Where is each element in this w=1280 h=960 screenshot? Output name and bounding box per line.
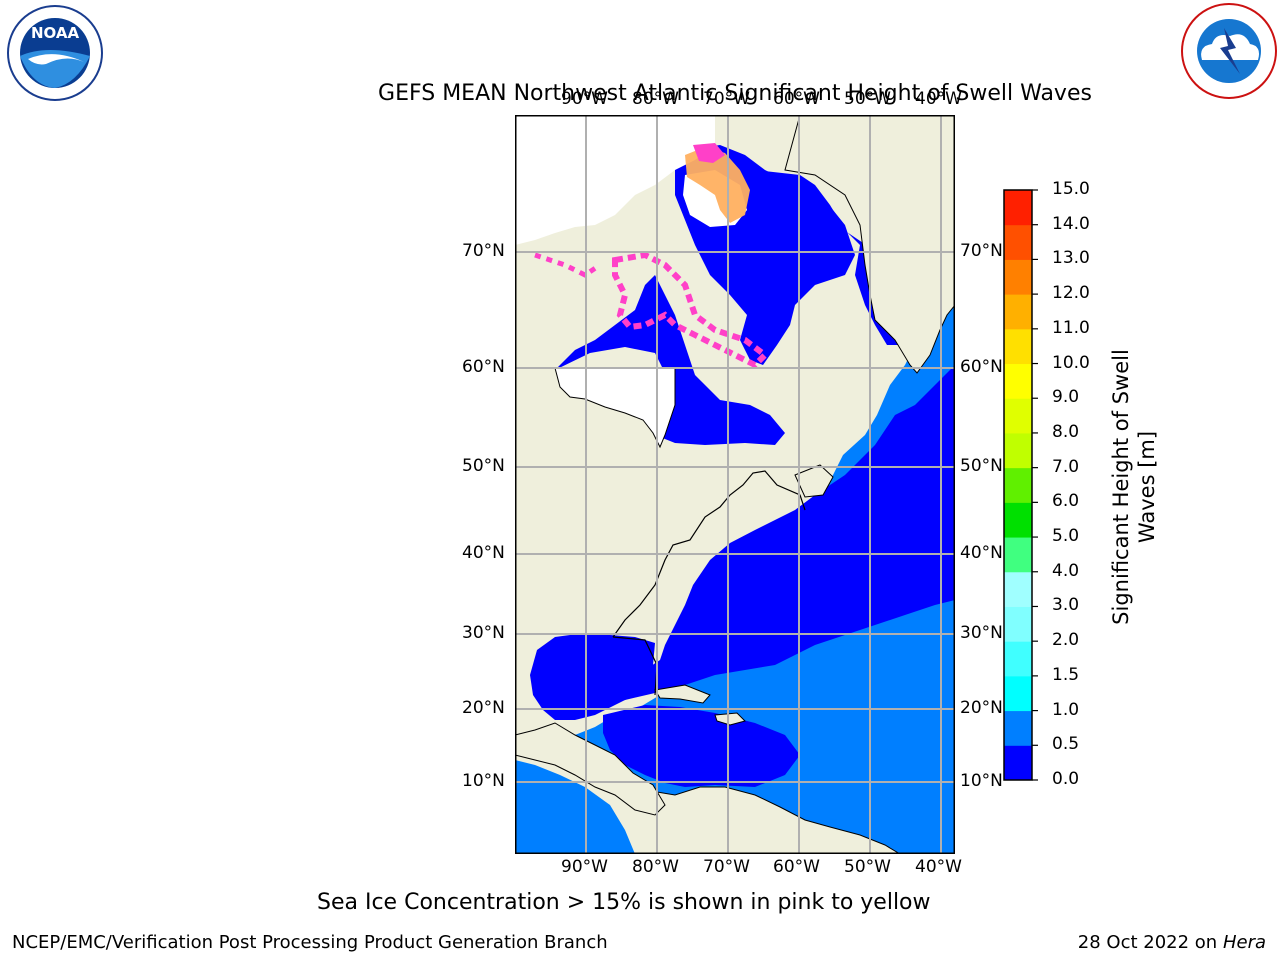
colorbar-segment: [1004, 328, 1032, 365]
colorbar-segment: [1004, 398, 1032, 434]
colorbar-tick-label: 3.0: [1052, 595, 1080, 616]
lat-label: 50°N: [462, 456, 505, 476]
colorbar-segment: [1004, 502, 1032, 538]
lat-label: 20°N: [960, 698, 1003, 718]
colorbar-tick-label: 1.5: [1052, 664, 1080, 685]
colorbar-tick-label: 13.0: [1052, 248, 1090, 269]
colorbar-tick-label: 15.0: [1052, 179, 1090, 199]
colorbar-tick-label: 11.0: [1052, 317, 1090, 338]
title-line-1: GEFS MEAN Northwest Atlantic Significant…: [378, 81, 1092, 106]
hispaniola-island: [714, 712, 746, 726]
lat-label: 40°N: [960, 543, 1003, 563]
colorbar-tick-label: 10.0: [1052, 352, 1090, 373]
gulf-of-mexico: [530, 633, 655, 720]
coastline-east: [612, 470, 806, 638]
caribbean-sea: [603, 705, 800, 787]
footer-host: Hera: [1222, 932, 1266, 953]
sea-ice-pink-baffin: [693, 143, 725, 163]
arctic-ice-white: [515, 115, 715, 245]
lon-label: 80°W: [632, 89, 679, 109]
lon-label: 40°W: [915, 857, 962, 877]
colorbar-segment: [1004, 745, 1032, 781]
lon-label: 50°W: [844, 857, 891, 877]
lon-label: 90°W: [561, 89, 608, 109]
noaa-logo-icon: NOAA: [7, 5, 103, 101]
colorbar-label: Significant Height of Swell Waves [m]: [1108, 317, 1160, 657]
lat-label: 50°N: [960, 456, 1003, 476]
colorbar-tick-label: 5.0: [1052, 526, 1080, 547]
footer-date-text: 28 Oct 2022 on: [1077, 932, 1223, 953]
lon-label: 40°W: [915, 89, 962, 109]
colorbar-segment: [1004, 294, 1032, 330]
lon-label: 70°W: [703, 89, 750, 109]
lon-label: 80°W: [632, 857, 679, 877]
colorbar-segment: [1004, 259, 1032, 295]
lat-label: 60°N: [462, 357, 505, 377]
colorbar-segment: [1004, 606, 1032, 642]
pacific-ocean-corner: [515, 760, 635, 854]
nws-logo-icon: [1181, 3, 1277, 99]
colorbar-label-line-2: Waves [m]: [1135, 430, 1159, 544]
colorbar-tick-label: 12.0: [1052, 283, 1090, 304]
colorbar-tick-label: 14.0: [1052, 213, 1090, 234]
lat-label: 20°N: [462, 698, 505, 718]
colorbar-segment: [1004, 224, 1032, 260]
sea-ice-pink-hudson: [612, 251, 770, 369]
colorbar-tick-label: 7.0: [1052, 456, 1080, 477]
ocean-darker-region: [570, 170, 955, 705]
colorbar-tick-label: 2.0: [1052, 630, 1080, 651]
map-panel: [515, 115, 955, 854]
lon-label: 50°W: [844, 89, 891, 109]
lon-label: 90°W: [561, 857, 608, 877]
footer-date: 28 Oct 2022 on Hera: [1078, 932, 1266, 953]
lat-label: 70°N: [960, 241, 1003, 261]
central-america-land: [515, 722, 666, 816]
colorbar-tick-label: 4.0: [1052, 560, 1080, 581]
lat-label: 10°N: [462, 771, 505, 791]
footer-credit: NCEP/EMC/Verification Post Processing Pr…: [12, 932, 608, 953]
colorbar-tick-label: 9.0: [1052, 387, 1080, 408]
colorbar: [1003, 189, 1038, 781]
colorbar-tick-label: 0.0: [1052, 769, 1080, 789]
lon-label: 60°W: [773, 89, 820, 109]
colorbar-segment: [1004, 467, 1032, 503]
lat-label: 10°N: [960, 771, 1003, 791]
lat-label: 30°N: [462, 623, 505, 643]
sea-ice-caption: Sea Ice Concentration > 15% is shown in …: [317, 890, 931, 915]
cuba-island: [654, 684, 711, 704]
colorbar-segment: [1004, 363, 1032, 399]
colorbar-frame: [1003, 189, 1033, 781]
colorbar-segment: [1004, 537, 1032, 573]
colorbar-segment: [1004, 710, 1032, 746]
colorbar-label-line-1: Significant Height of Swell: [1109, 349, 1133, 625]
colorbar-tick-label: 6.0: [1052, 491, 1080, 512]
colorbar-segment: [1004, 641, 1032, 677]
sea-ice-orange: [685, 147, 750, 223]
noaa-logo-text: NOAA: [31, 24, 80, 42]
colorbar-segment: [1004, 432, 1032, 469]
colorbar-segment: [1004, 675, 1032, 712]
colorbar-segment: [1004, 571, 1032, 607]
lat-label: 70°N: [462, 241, 505, 261]
colorbar-tick-label: 8.0: [1052, 421, 1080, 442]
lat-label: 30°N: [960, 623, 1003, 643]
graticule: [515, 115, 955, 854]
colorbar-segment: [1004, 190, 1032, 226]
map-frame: [515, 115, 955, 854]
lat-label: 60°N: [960, 357, 1003, 377]
colorbar-tick-label: 0.5: [1052, 734, 1080, 755]
sea-ice-pink-arctic: [534, 252, 602, 278]
lat-label: 40°N: [462, 543, 505, 563]
lon-label: 70°W: [703, 857, 750, 877]
lon-label: 60°W: [773, 857, 820, 877]
colorbar-tick-label: 1.0: [1052, 699, 1080, 720]
